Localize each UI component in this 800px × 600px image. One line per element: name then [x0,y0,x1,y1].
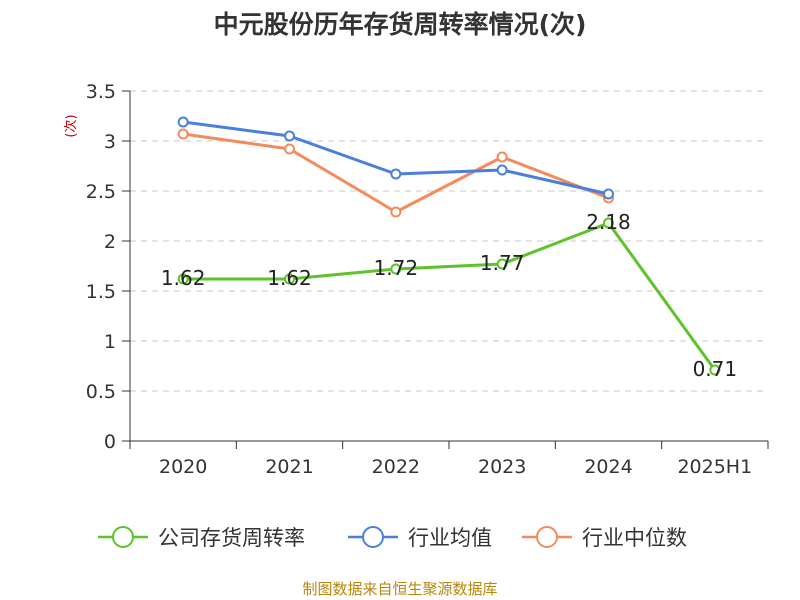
data-point [390,263,402,275]
data-point [603,188,614,200]
data-label: 0.71 [693,357,738,381]
x-tick-label: 2022 [372,456,420,478]
legend-marker [112,526,134,548]
legend: 公司存货周转率 行业均值 行业中位数 [98,526,687,550]
y-tick-label: 0.5 [86,381,116,403]
data-labels: 1.62 1.62 1.72 1.77 2.18 0.71 [161,210,737,381]
data-label: 1.77 [480,251,525,275]
series-line [182,120,609,196]
data-label: 1.62 [267,266,312,290]
series-line [183,221,717,371]
x-tick-label: 2023 [478,456,526,478]
y-axis-unit: (次) [63,114,79,137]
y-tick-label: 0 [104,431,116,453]
data-label: 1.72 [374,256,419,280]
legend-marker [362,526,384,548]
axes: 0 0.5 1 1.5 2 2.5 3 3.5 2020 2021 2022 2023 2024 2025… [86,81,769,478]
y-tick-label: 2 [104,231,116,253]
y-tick-label: 1.5 [86,281,116,303]
data-point [284,143,295,155]
y-tick-label: 3.5 [86,81,116,103]
source-note: 制图数据来自恒生聚源数据库 [302,580,497,598]
x-tick-label: 2025H1 [677,456,752,478]
data-point [177,128,189,140]
data-point [496,151,508,163]
data-point [496,258,508,270]
x-tick-label: 2024 [584,456,632,478]
series-lines [177,116,721,376]
legend-label: 公司存货周转率 [158,526,305,550]
data-point [390,206,402,218]
legend-label: 行业中位数 [582,526,687,550]
legend-label: 行业均值 [408,526,492,550]
data-point [496,164,508,176]
data-point [177,273,189,285]
data-label: 1.62 [161,266,206,290]
data-point [390,168,402,180]
data-point [284,273,295,285]
gridlines [130,90,768,392]
legend-marker [536,526,558,548]
y-tick-label: 1 [104,331,116,353]
x-tick-label: 2021 [265,456,313,478]
data-point [284,130,295,142]
data-point [603,217,614,229]
data-point [177,116,189,128]
chart-title: 中元股份历年存货周转率情况(次) [214,10,587,39]
x-tick-label: 2020 [159,456,207,478]
data-label: 2.18 [586,210,631,234]
data-point [709,364,721,376]
y-tick-label: 2.5 [86,181,116,203]
y-tick-label: 3 [104,131,116,153]
